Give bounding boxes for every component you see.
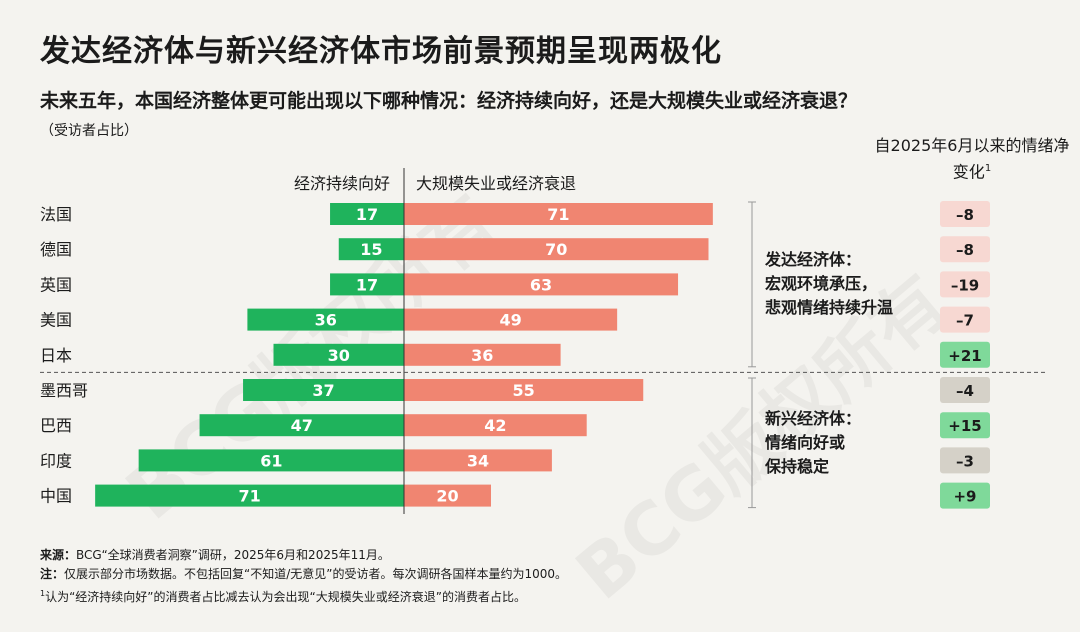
bar-negative — [404, 414, 587, 437]
data-label-positive: 37 — [312, 381, 334, 400]
series-label-negative: 大规模失业或经济衰退 — [416, 174, 577, 193]
data-label-negative: 71 — [547, 205, 569, 224]
category-label: 日本 — [40, 346, 72, 365]
data-label-positive: 15 — [360, 240, 382, 259]
footnote-mark: 1 — [40, 589, 46, 598]
net-change-badge — [940, 201, 990, 227]
footnote-1: 1认为“经济持续向好”的消费者占比减去认为会出现“大规模失业或经济衰退”的消费者… — [40, 584, 567, 607]
net-change-value: –8 — [956, 241, 974, 259]
net-change-badge — [940, 377, 990, 403]
category-label: 法国 — [40, 205, 72, 224]
bar-positive — [243, 379, 404, 401]
bar-negative — [404, 379, 644, 401]
group-label-developed: 发达经济体： 宏观环境承压， 悲观情绪持续升温 — [765, 248, 893, 320]
footnote-text: 认为“经济持续向好”的消费者占比减去认为会出现“大规模失业或经济衰退”的消费者占… — [45, 590, 526, 604]
bar-positive — [330, 273, 404, 296]
group-label-line: 情绪向好或 — [765, 432, 846, 452]
net-change-value: –7 — [956, 312, 974, 330]
bar-negative — [404, 343, 561, 366]
group-label-line: 悲观情绪持续升温 — [765, 298, 894, 318]
data-label-positive: 17 — [356, 205, 378, 224]
data-label-negative: 42 — [484, 416, 506, 435]
bar-positive — [273, 343, 404, 366]
category-label: 巴西 — [40, 416, 72, 435]
data-label-positive: 61 — [260, 451, 282, 470]
net-change-value: –19 — [951, 276, 979, 294]
net-change-badge — [940, 236, 990, 263]
net-change-footnote-mark: 1 — [984, 163, 992, 174]
net-change-header: 自2025年6月以来的情绪净变化1 — [872, 134, 1072, 183]
bar-positive — [199, 414, 404, 437]
bar-negative — [404, 308, 618, 331]
group-label-emerging: 新兴经济体： 情绪向好或保持稳定 — [765, 407, 861, 479]
net-change-badge — [940, 341, 990, 368]
data-label-negative: 20 — [436, 487, 458, 506]
source-label: 来源： — [40, 548, 77, 562]
net-change-value: –3 — [956, 452, 974, 470]
net-change-value: –4 — [956, 382, 974, 400]
general-note: 注：仅展示部分市场数据。不包括回复“不知道/无意见”的受访者。每次调研各国样本量… — [40, 565, 567, 584]
note-label: 注： — [40, 567, 65, 581]
bar-negative — [404, 238, 709, 261]
data-label-positive: 47 — [291, 416, 313, 435]
net-change-value: +9 — [953, 488, 976, 506]
data-label-negative: 55 — [512, 381, 534, 400]
data-label-positive: 30 — [328, 346, 350, 365]
data-label-negative: 34 — [467, 451, 489, 470]
bar-negative — [404, 203, 713, 225]
survey-question: 未来五年，本国经济整体更可能出现以下哪种情况：经济持续向好，还是大规模失业或经济… — [40, 90, 858, 112]
group-label-line: 宏观环境承压， — [765, 274, 878, 294]
note-text: 仅展示部分市场数据。不包括回复“不知道/无意见”的受访者。每次调研各国样本量约为… — [64, 567, 568, 581]
page-title: 发达经济体与新兴经济体市场前景预期呈现两极化 — [40, 34, 722, 69]
bar-negative — [404, 484, 491, 507]
data-label-negative: 70 — [545, 240, 567, 259]
data-label-negative: 49 — [499, 311, 521, 330]
bar-positive — [247, 308, 404, 331]
group-label-line: 发达经济体： — [765, 250, 862, 270]
bar-positive — [95, 484, 405, 507]
category-label: 墨西哥 — [40, 381, 88, 400]
net-change-header-text: 自2025年6月以来的情绪净变化 — [874, 136, 1070, 182]
net-change-value: –8 — [956, 206, 974, 224]
category-label: 美国 — [40, 311, 72, 330]
category-label: 中国 — [40, 487, 72, 506]
category-label: 英国 — [40, 275, 72, 294]
net-change-badge — [940, 306, 990, 333]
bar-positive — [338, 238, 404, 261]
unit-note: （受访者占比） — [40, 123, 138, 139]
bar-positive — [330, 203, 404, 225]
source-note: 来源：BCG“全球消费者洞察”调研，2025年6月和2025年11月。 — [40, 546, 567, 565]
bar-positive — [138, 449, 404, 472]
bar-negative — [404, 273, 679, 296]
group-label-line: 新兴经济体： — [765, 408, 862, 428]
data-label-negative: 63 — [530, 275, 552, 294]
group-label-line: 保持稳定 — [765, 456, 830, 476]
data-label-positive: 17 — [356, 275, 378, 294]
category-label: 德国 — [40, 240, 72, 259]
footnotes: 来源：BCG“全球消费者洞察”调研，2025年6月和2025年11月。 注：仅展… — [40, 546, 567, 607]
net-change-badge — [940, 271, 990, 298]
source-text: BCG“全球消费者洞察”调研，2025年6月和2025年11月。 — [76, 548, 390, 562]
net-change-value: +21 — [948, 347, 981, 365]
net-change-badge — [940, 412, 990, 439]
series-label-positive: 经济持续向好 — [293, 174, 390, 193]
category-label: 印度 — [40, 451, 72, 470]
net-change-badge — [940, 482, 990, 509]
data-label-positive: 71 — [238, 487, 260, 506]
bar-negative — [404, 449, 552, 472]
net-change-badge — [940, 447, 990, 474]
data-label-negative: 36 — [471, 346, 493, 365]
net-change-value: +15 — [948, 417, 981, 435]
data-label-positive: 36 — [315, 311, 337, 330]
